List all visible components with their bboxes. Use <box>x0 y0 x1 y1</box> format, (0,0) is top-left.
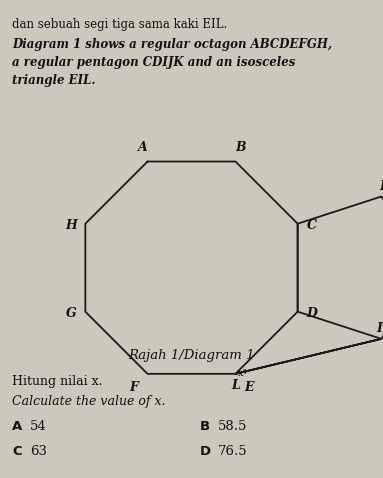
Text: 76.5: 76.5 <box>218 445 248 458</box>
Text: H: H <box>65 219 77 232</box>
Text: B: B <box>200 420 210 433</box>
Text: G: G <box>66 307 77 320</box>
Text: L: L <box>231 380 240 392</box>
Text: x°: x° <box>238 369 249 378</box>
Text: C: C <box>307 219 317 232</box>
Text: D: D <box>200 445 211 458</box>
Text: B: B <box>235 141 246 154</box>
Text: D: D <box>306 307 317 320</box>
Text: 58.5: 58.5 <box>218 420 247 433</box>
Text: F: F <box>129 381 138 394</box>
Text: A: A <box>12 420 22 433</box>
Text: a regular pentagon CDIJK and an isosceles: a regular pentagon CDIJK and an isoscele… <box>12 56 295 69</box>
Text: I: I <box>376 322 382 336</box>
Text: A: A <box>137 141 147 154</box>
Text: triangle EIL.: triangle EIL. <box>12 74 95 87</box>
Text: K: K <box>379 180 383 193</box>
Text: 63: 63 <box>30 445 47 458</box>
Text: 54: 54 <box>30 420 47 433</box>
Text: Rajah 1/Diagram 1: Rajah 1/Diagram 1 <box>128 348 254 361</box>
Text: Hitung nilai x.: Hitung nilai x. <box>12 375 103 388</box>
Text: dan sebuah segi tiga sama kaki EIL.: dan sebuah segi tiga sama kaki EIL. <box>12 18 227 31</box>
Text: C: C <box>12 445 21 458</box>
Text: E: E <box>245 381 254 394</box>
Text: Calculate the value of x.: Calculate the value of x. <box>12 395 165 408</box>
Text: Diagram 1 shows a regular octagon ABCDEFGH,: Diagram 1 shows a regular octagon ABCDEF… <box>12 38 332 51</box>
